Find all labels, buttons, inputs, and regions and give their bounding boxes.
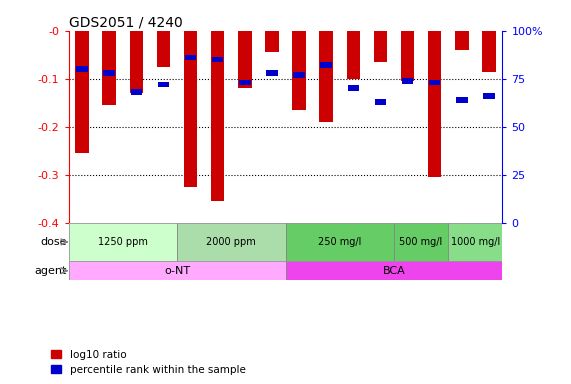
Text: GSM105789: GSM105789 xyxy=(236,223,245,275)
Bar xyxy=(320,62,332,68)
Text: 500 mg/l: 500 mg/l xyxy=(400,237,443,247)
Bar xyxy=(211,31,224,201)
Bar xyxy=(428,31,441,177)
Text: GSM105790: GSM105790 xyxy=(263,223,272,274)
Text: GSM105786: GSM105786 xyxy=(154,223,163,275)
Bar xyxy=(293,72,305,78)
Bar xyxy=(482,31,496,71)
Bar xyxy=(347,31,360,79)
Text: 1000 mg/l: 1000 mg/l xyxy=(451,237,500,247)
Bar xyxy=(348,86,359,91)
Bar xyxy=(69,261,286,280)
Bar xyxy=(286,223,394,261)
Text: 250 mg/l: 250 mg/l xyxy=(318,237,361,247)
Text: 1250 ppm: 1250 ppm xyxy=(98,237,148,247)
Bar xyxy=(185,55,196,60)
Bar xyxy=(266,70,278,76)
Bar xyxy=(239,80,251,86)
Text: GSM105781: GSM105781 xyxy=(453,223,462,275)
Bar xyxy=(265,31,279,52)
Bar xyxy=(456,97,468,103)
Text: GSM105787: GSM105787 xyxy=(182,223,191,275)
Bar xyxy=(212,56,223,62)
Bar xyxy=(373,31,387,62)
Bar xyxy=(448,223,502,261)
Text: 2000 ppm: 2000 ppm xyxy=(206,237,256,247)
Bar xyxy=(292,31,306,110)
Bar xyxy=(158,81,169,87)
Text: GSM105776: GSM105776 xyxy=(317,223,326,275)
Bar xyxy=(69,223,177,261)
Text: GSM105783: GSM105783 xyxy=(73,223,82,275)
Bar xyxy=(286,261,502,280)
Text: GDS2051 / 4240: GDS2051 / 4240 xyxy=(69,16,182,30)
Bar xyxy=(184,31,198,187)
Bar xyxy=(401,31,415,81)
Text: o-NT: o-NT xyxy=(164,266,190,276)
Bar xyxy=(156,31,170,67)
Bar xyxy=(455,31,469,50)
Text: agent: agent xyxy=(35,266,67,276)
Text: GSM105777: GSM105777 xyxy=(344,223,353,275)
Text: GSM105775: GSM105775 xyxy=(290,223,299,275)
Text: GSM105780: GSM105780 xyxy=(425,223,435,275)
Bar xyxy=(319,31,333,122)
Bar xyxy=(429,80,440,86)
Text: GSM105779: GSM105779 xyxy=(399,223,408,275)
Bar xyxy=(402,78,413,84)
Bar xyxy=(130,31,143,93)
Text: GSM105788: GSM105788 xyxy=(208,223,218,275)
Bar xyxy=(75,31,89,153)
Text: dose: dose xyxy=(41,237,67,247)
Bar xyxy=(177,223,286,261)
Bar xyxy=(102,31,116,105)
Text: GSM105784: GSM105784 xyxy=(100,223,109,275)
Bar xyxy=(375,99,386,104)
Bar xyxy=(103,70,115,76)
Bar xyxy=(131,89,142,95)
Text: BCA: BCA xyxy=(383,266,405,276)
Text: GSM105785: GSM105785 xyxy=(127,223,136,275)
Bar xyxy=(238,31,252,88)
Bar xyxy=(483,93,494,99)
Bar xyxy=(394,223,448,261)
Legend: log10 ratio, percentile rank within the sample: log10 ratio, percentile rank within the … xyxy=(51,350,246,375)
Bar xyxy=(77,66,88,72)
Text: GSM105782: GSM105782 xyxy=(480,223,489,275)
Text: GSM105778: GSM105778 xyxy=(371,223,380,275)
